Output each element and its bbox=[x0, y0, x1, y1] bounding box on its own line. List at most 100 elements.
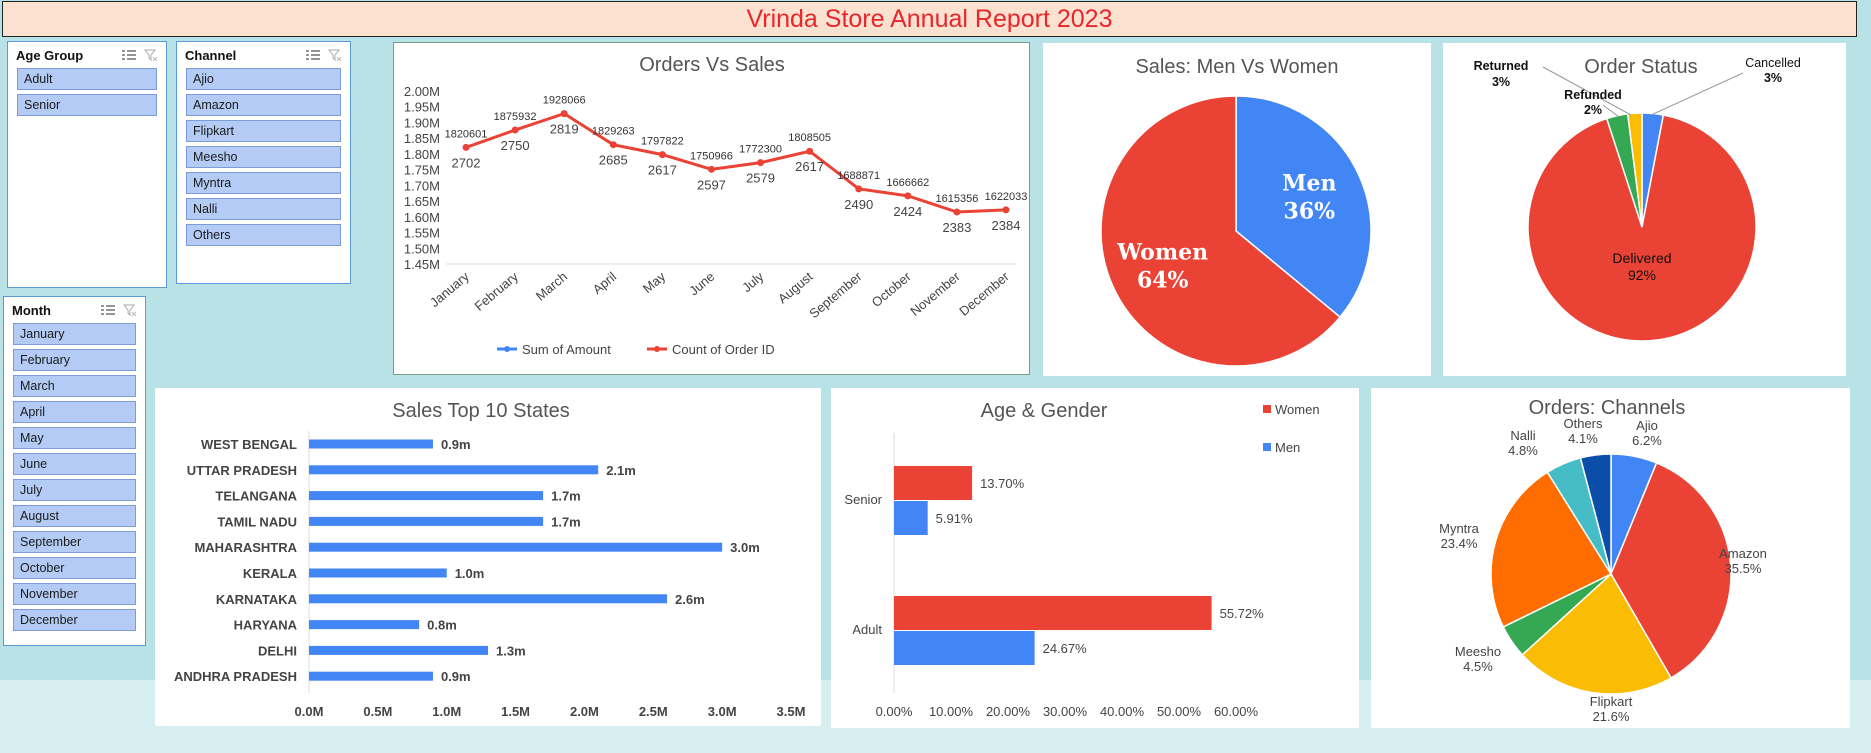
slicer-item-flipkart[interactable]: Flipkart bbox=[186, 120, 341, 142]
x-tick-label: 10.00% bbox=[929, 704, 974, 719]
clear-filter-icon[interactable] bbox=[328, 49, 342, 61]
data-point bbox=[707, 165, 715, 173]
men-women-panel: Sales: Men Vs Women Men 36% Women 64% bbox=[1043, 43, 1431, 376]
slicer-item-august[interactable]: August bbox=[13, 505, 136, 527]
state-label: TAMIL NADU bbox=[217, 514, 297, 529]
data-point bbox=[904, 192, 912, 200]
bar-value-label: 55.72% bbox=[1220, 606, 1265, 621]
state-value-label: 2.6m bbox=[675, 592, 705, 607]
slicer-item-april[interactable]: April bbox=[13, 401, 136, 423]
order-status-chart: Order StatusDelivered92%Cancelled3%Retur… bbox=[1474, 56, 1801, 342]
slicer-item-october[interactable]: October bbox=[13, 557, 136, 579]
y-tick-label: 1.55M bbox=[404, 226, 440, 241]
legend-marker bbox=[504, 346, 510, 352]
x-tick-label: 20.00% bbox=[986, 704, 1031, 719]
y-tick-label: 1.45M bbox=[404, 257, 440, 272]
slicer-item-february[interactable]: February bbox=[13, 349, 136, 371]
legend-label: Men bbox=[1275, 440, 1300, 455]
legend-swatch bbox=[1263, 405, 1271, 413]
amount-data-label: 1875932 bbox=[494, 111, 537, 123]
slicer-item-march[interactable]: March bbox=[13, 375, 136, 397]
slice-label: Nalli bbox=[1510, 428, 1535, 443]
legend-marker bbox=[654, 346, 660, 352]
x-tick-label: 40.00% bbox=[1100, 704, 1145, 719]
data-point bbox=[806, 147, 814, 155]
slicer-item-adult[interactable]: Adult bbox=[17, 68, 157, 90]
slicer-item-january[interactable]: January bbox=[13, 323, 136, 345]
state-label: KERALA bbox=[243, 566, 298, 581]
state-bar bbox=[309, 491, 544, 501]
slice-label: Meesho bbox=[1455, 644, 1501, 659]
slicer-item-may[interactable]: May bbox=[13, 427, 136, 449]
chart-title: Sales Top 10 States bbox=[392, 400, 570, 422]
multi-select-icon[interactable] bbox=[306, 49, 320, 61]
count-data-label: 2383 bbox=[942, 220, 971, 235]
state-value-label: 3.0m bbox=[730, 540, 760, 555]
multi-select-icon[interactable] bbox=[101, 304, 115, 316]
x-tick-label: 50.00% bbox=[1157, 704, 1202, 719]
slice-percent: 4.8% bbox=[1508, 443, 1538, 458]
slicer-item-ajio[interactable]: Ajio bbox=[186, 68, 341, 90]
pie-slice-amazon bbox=[1610, 461, 1732, 679]
state-value-label: 1.7m bbox=[551, 514, 581, 529]
state-label: ANDHRA PRADESH bbox=[174, 669, 297, 684]
data-point bbox=[462, 143, 470, 151]
slicer-item-december[interactable]: December bbox=[13, 609, 136, 631]
age-gender-chart: Age & Gender Senior 13.70% 5.91% Adult 55.72%… bbox=[844, 400, 1319, 719]
age-label: Senior bbox=[844, 492, 882, 507]
chart-title: Orders: Channels bbox=[1529, 397, 1686, 419]
multi-select-icon[interactable] bbox=[122, 49, 136, 61]
slicer-item-myntra[interactable]: Myntra bbox=[186, 172, 341, 194]
report-title: Vrinda Store Annual Report 2023 bbox=[746, 4, 1113, 33]
state-label: TELANGANA bbox=[215, 489, 297, 504]
slicer-item-june[interactable]: June bbox=[13, 453, 136, 475]
data-point bbox=[953, 208, 961, 216]
pie-slice-men bbox=[1235, 95, 1372, 319]
slice-percent: 92% bbox=[1628, 267, 1656, 283]
amount-data-label: 1808505 bbox=[788, 132, 831, 144]
age-bar-men bbox=[894, 501, 928, 535]
slicer-item-july[interactable]: July bbox=[13, 479, 136, 501]
slicer-item-november[interactable]: November bbox=[13, 583, 136, 605]
amount-data-label: 1829263 bbox=[592, 126, 635, 138]
slicer-item-amazon[interactable]: Amazon bbox=[186, 94, 341, 116]
state-value-label: 1.3m bbox=[496, 643, 526, 658]
slice-percent: 36% bbox=[1284, 199, 1336, 225]
legend-swatch bbox=[1263, 443, 1271, 451]
slicer-item-senior[interactable]: Senior bbox=[17, 94, 157, 116]
orders-vs-sales-panel[interactable]: Orders Vs Sales 2.00M 1.95M 1.90M 1.85M 1.80M… bbox=[393, 42, 1030, 375]
count-data-label: 2819 bbox=[550, 122, 579, 137]
pie-slice-refunded bbox=[1626, 112, 1643, 228]
slice-percent: 2% bbox=[1584, 103, 1602, 117]
x-tick-label: April bbox=[590, 269, 620, 297]
leader-line bbox=[1650, 72, 1744, 116]
state-bar bbox=[309, 620, 420, 630]
amount-data-label: 1666662 bbox=[886, 177, 929, 189]
age-bar-women bbox=[894, 596, 1212, 630]
clear-filter-icon[interactable] bbox=[123, 304, 137, 316]
x-tick-label: July bbox=[739, 268, 767, 295]
pie-slice-flipkart bbox=[1521, 572, 1673, 695]
chart-title: Sales: Men Vs Women bbox=[1135, 56, 1338, 78]
channel-slicer: Channel Ajio Amazon Flipkart Meesho Myntra Na… bbox=[176, 41, 351, 284]
amount-data-label: 1750966 bbox=[690, 150, 733, 162]
slicer-item-others[interactable]: Others bbox=[186, 224, 341, 246]
y-tick-label: 1.80M bbox=[404, 147, 440, 162]
chart-title: Age & Gender bbox=[981, 400, 1108, 422]
slicer-item-meesho[interactable]: Meesho bbox=[186, 146, 341, 168]
slice-label: Women bbox=[1116, 239, 1208, 265]
slicer-item-september[interactable]: September bbox=[13, 531, 136, 553]
x-tick-label: 30.00% bbox=[1043, 704, 1088, 719]
state-label: MAHARASHTRA bbox=[194, 540, 297, 555]
slice-label: Men bbox=[1282, 171, 1336, 197]
state-value-label: 2.1m bbox=[606, 463, 636, 478]
data-point bbox=[855, 185, 863, 193]
x-tick-label: February bbox=[472, 268, 522, 313]
age-bar-women bbox=[894, 466, 973, 500]
amount-data-label: 1797822 bbox=[641, 136, 684, 148]
x-tick-label: 0.00% bbox=[876, 704, 913, 719]
slicer-header: Age Group bbox=[8, 42, 166, 68]
slicer-item-nalli[interactable]: Nalli bbox=[186, 198, 341, 220]
clear-filter-icon[interactable] bbox=[144, 49, 158, 61]
